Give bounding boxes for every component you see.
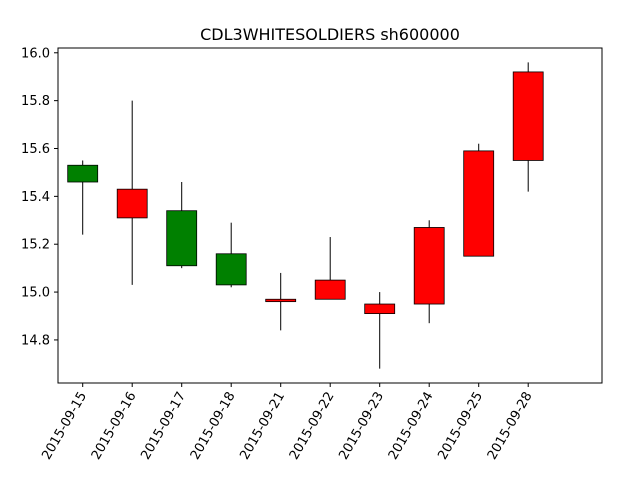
- candle-body: [265, 298, 297, 303]
- x-tick-label: 2015-09-21: [237, 390, 288, 463]
- y-tick-label: 14.8: [21, 333, 50, 348]
- chart-title: CDL3WHITESOLDIERS sh600000: [200, 25, 460, 44]
- x-tick-label: 2015-09-25: [435, 390, 486, 463]
- x-tick-label: 2015-09-15: [39, 390, 90, 463]
- plot-layer: 14.815.015.215.415.615.816.02015-09-1520…: [21, 46, 603, 463]
- x-tick-label: 2015-09-17: [138, 390, 189, 463]
- candle-body: [512, 71, 544, 161]
- x-tick-label: 2015-09-18: [188, 390, 239, 463]
- y-tick-label: 16.0: [21, 46, 50, 61]
- candle-body: [364, 303, 396, 315]
- y-tick-label: 15.8: [21, 94, 50, 109]
- x-tick-label: 2015-09-24: [386, 390, 437, 463]
- y-tick-label: 15.2: [21, 238, 50, 253]
- y-tick-label: 15.0: [21, 286, 50, 301]
- candle-body: [463, 150, 495, 257]
- candle-body: [116, 188, 148, 219]
- candle-body: [67, 164, 99, 183]
- x-tick-label: 2015-09-23: [336, 390, 387, 463]
- candle-body: [314, 279, 346, 300]
- y-tick-label: 15.4: [21, 190, 50, 205]
- x-tick-label: 2015-09-28: [485, 390, 536, 463]
- candle-body: [166, 210, 198, 267]
- candle-body: [215, 253, 247, 286]
- x-tick-label: 2015-09-22: [287, 390, 338, 463]
- y-tick-label: 15.6: [21, 142, 50, 157]
- candle-body: [413, 227, 445, 305]
- x-tick-label: 2015-09-16: [89, 390, 140, 463]
